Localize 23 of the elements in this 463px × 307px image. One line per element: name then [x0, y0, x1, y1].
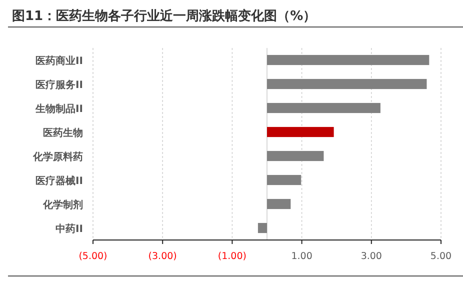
y-tick-label: 医药生物: [43, 127, 83, 139]
chart-title: 图11：医药生物各子行业近一周涨跌幅变化图（%）: [12, 8, 316, 24]
bar: [258, 222, 267, 234]
y-tick-label: 医疗服务II: [36, 79, 83, 91]
bar: [267, 198, 291, 210]
bar: [267, 78, 427, 90]
bar: [267, 150, 324, 162]
x-tick-label: 3.00: [360, 251, 382, 262]
y-tick-label: 医疗器械II: [36, 175, 83, 187]
y-tick-label: 生物制品II: [34, 103, 83, 115]
x-tick-label: 1.00: [291, 251, 312, 262]
x-tick-label: (1.00): [218, 251, 246, 262]
bar: [267, 126, 334, 138]
bar: [267, 54, 430, 66]
y-tick-label: 中药II: [56, 223, 83, 235]
x-tick-label: (3.00): [148, 251, 177, 262]
x-tick-label: 5.00: [430, 251, 452, 262]
bar: [267, 174, 302, 186]
y-tick-label: 医药商业II: [36, 55, 83, 67]
y-tick-label: 化学制剂: [42, 199, 83, 211]
y-tick-label: 化学原料药: [32, 151, 83, 163]
x-tick-label: (5.00): [78, 251, 108, 262]
bar: [267, 102, 380, 114]
